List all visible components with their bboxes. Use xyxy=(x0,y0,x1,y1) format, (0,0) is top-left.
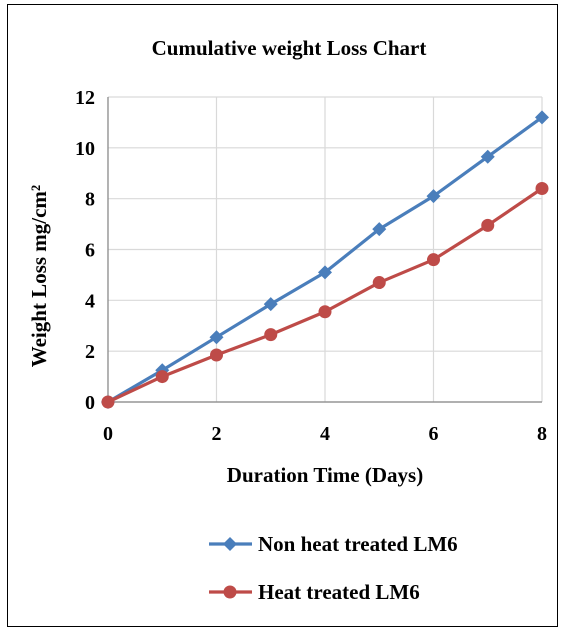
legend-marker xyxy=(223,585,237,599)
legend-item-1: Heat treated LM6 xyxy=(209,580,420,604)
legend-item-0: Non heat treated LM6 xyxy=(209,532,458,556)
data-point xyxy=(264,328,278,342)
series-0 xyxy=(101,110,549,409)
data-point xyxy=(101,395,115,409)
data-point xyxy=(535,110,549,125)
data-point xyxy=(427,253,440,267)
legend: Non heat treated LM6 Heat treated LM6 xyxy=(209,532,458,604)
y-tick-label: 6 xyxy=(85,240,95,262)
y-tick-label: 2 xyxy=(85,341,95,363)
y-tick-label: 8 xyxy=(85,189,95,211)
data-point xyxy=(535,182,549,195)
series-1 xyxy=(101,182,549,409)
data-point xyxy=(372,276,386,290)
data-point xyxy=(318,305,332,319)
data-point xyxy=(210,348,223,362)
x-tick-label: 8 xyxy=(537,423,547,445)
x-tick-label: 2 xyxy=(212,423,222,445)
x-tick-labels: 0 2 4 6 8 xyxy=(103,423,547,445)
grid-lines xyxy=(107,96,543,403)
data-point xyxy=(481,218,495,232)
y-axis-label: Weight Loss mg/cm² xyxy=(27,185,51,367)
data-point xyxy=(263,297,278,312)
x-tick-label: 4 xyxy=(320,423,330,445)
legend-label: Non heat treated LM6 xyxy=(258,532,458,556)
data-point xyxy=(372,222,387,237)
data-point xyxy=(426,189,441,204)
data-point xyxy=(318,265,332,280)
axes xyxy=(107,97,542,403)
y-tick-label: 12 xyxy=(75,87,95,109)
x-axis-label: Duration Time (Days) xyxy=(227,463,423,487)
y-tick-label: 4 xyxy=(85,290,95,312)
data-point xyxy=(155,370,169,384)
series-group xyxy=(101,110,549,409)
y-tick-labels: 0 2 4 6 8 10 12 xyxy=(75,87,95,414)
data-point xyxy=(480,149,495,164)
x-tick-label: 6 xyxy=(429,423,439,445)
chart-frame xyxy=(7,4,558,627)
legend-label: Heat treated LM6 xyxy=(258,580,420,604)
chart-title: Cumulative weight Loss Chart xyxy=(152,36,427,60)
y-tick-label: 10 xyxy=(75,138,95,160)
data-point xyxy=(209,330,224,345)
y-tick-label: 0 xyxy=(85,392,95,414)
legend-marker xyxy=(223,537,237,551)
x-tick-label: 0 xyxy=(103,423,113,445)
